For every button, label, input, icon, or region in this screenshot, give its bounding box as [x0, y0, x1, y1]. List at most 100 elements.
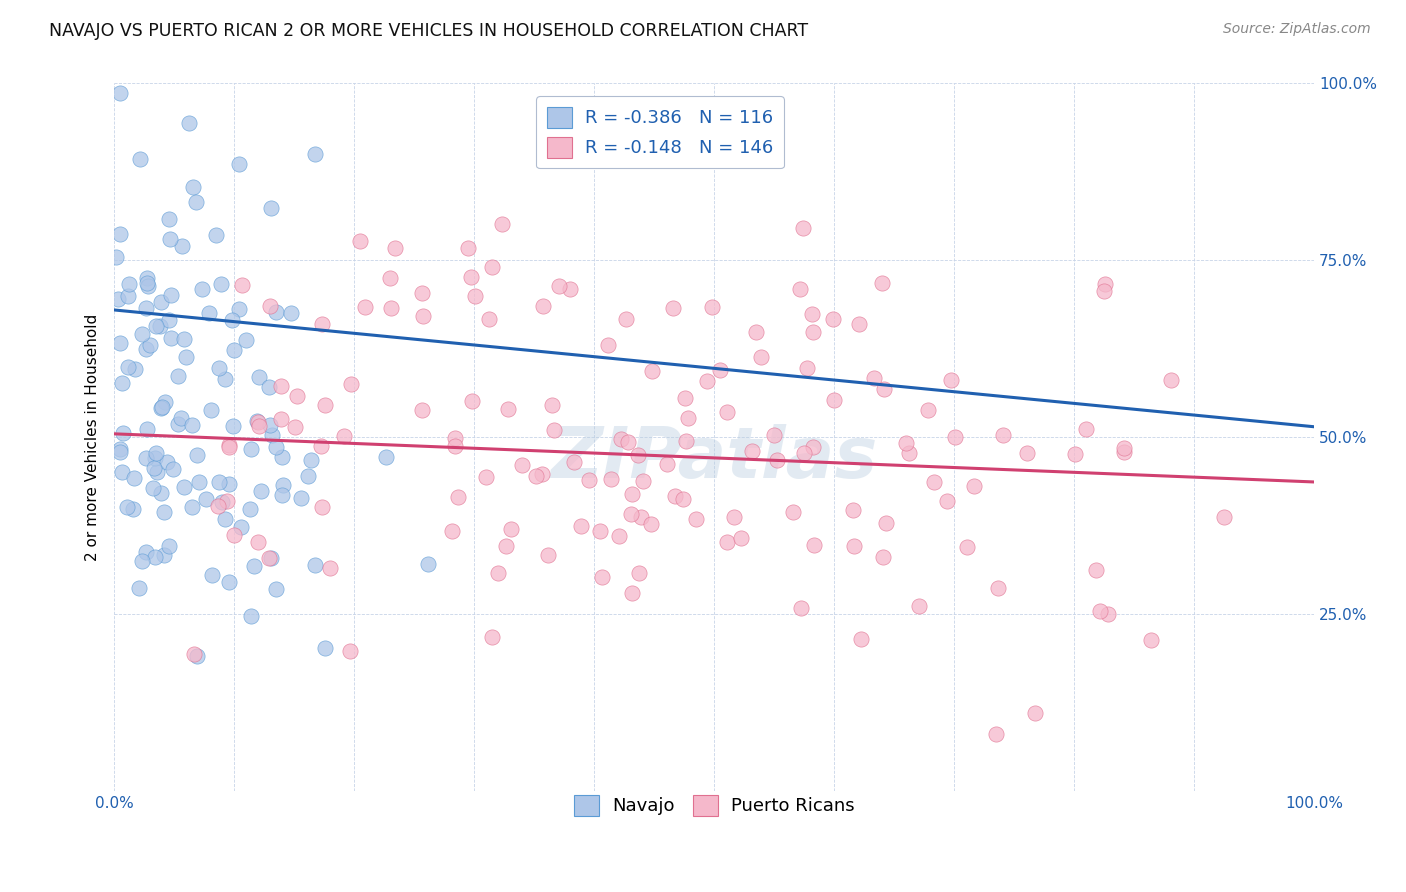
- Point: [304, 147, 326, 161]
- Point: [246, 414, 269, 428]
- Point: [935, 494, 957, 508]
- Point: [1112, 441, 1135, 455]
- Point: [153, 549, 176, 563]
- Point: [211, 495, 233, 509]
- Point: [121, 502, 143, 516]
- Point: [181, 500, 204, 514]
- Point: [143, 451, 166, 466]
- Point: [108, 335, 131, 350]
- Point: [131, 326, 153, 341]
- Point: [496, 401, 519, 416]
- Point: [173, 480, 195, 494]
- Point: [848, 318, 870, 332]
- Point: [122, 471, 145, 485]
- Point: [631, 475, 654, 489]
- Point: [153, 505, 176, 519]
- Point: [339, 644, 361, 658]
- Point: [716, 405, 738, 419]
- Point: [218, 437, 240, 451]
- Point: [730, 531, 752, 545]
- Point: [280, 306, 302, 320]
- Point: [135, 342, 157, 356]
- Point: [259, 418, 281, 433]
- Point: [447, 490, 470, 504]
- Point: [155, 395, 177, 409]
- Point: [259, 299, 281, 313]
- Text: Source: ZipAtlas.com: Source: ZipAtlas.com: [1223, 22, 1371, 37]
- Point: [741, 443, 763, 458]
- Point: [1212, 510, 1234, 524]
- Point: [898, 446, 921, 460]
- Point: [159, 232, 181, 246]
- Point: [117, 360, 139, 375]
- Point: [172, 239, 194, 253]
- Point: [412, 309, 434, 323]
- Point: [146, 466, 169, 480]
- Point: [762, 428, 785, 442]
- Point: [475, 470, 498, 484]
- Point: [955, 540, 977, 554]
- Point: [259, 202, 281, 216]
- Point: [782, 506, 804, 520]
- Point: [1085, 563, 1108, 577]
- Point: [207, 499, 229, 513]
- Point: [311, 317, 333, 331]
- Point: [143, 461, 166, 475]
- Point: [664, 489, 686, 503]
- Point: [1090, 604, 1112, 618]
- Point: [186, 195, 208, 210]
- Point: [181, 179, 204, 194]
- Point: [231, 520, 253, 534]
- Point: [135, 301, 157, 315]
- Point: [247, 370, 270, 384]
- Point: [221, 419, 243, 434]
- Point: [621, 586, 644, 600]
- Point: [240, 442, 263, 457]
- Point: [1160, 373, 1182, 387]
- Point: [173, 332, 195, 346]
- Point: [443, 431, 465, 445]
- Point: [111, 425, 134, 440]
- Point: [243, 559, 266, 574]
- Point: [247, 418, 270, 433]
- Point: [138, 279, 160, 293]
- Point: [167, 417, 190, 431]
- Point: [271, 450, 294, 464]
- Point: [803, 538, 825, 552]
- Point: [716, 535, 738, 549]
- Point: [115, 500, 138, 514]
- Point: [259, 380, 281, 394]
- Point: [186, 448, 208, 462]
- Point: [1015, 445, 1038, 459]
- Point: [160, 331, 183, 345]
- Point: [749, 351, 772, 365]
- Point: [108, 227, 131, 241]
- Point: [157, 312, 180, 326]
- Point: [135, 545, 157, 559]
- Point: [941, 373, 963, 387]
- Point: [110, 465, 132, 479]
- Point: [596, 338, 619, 352]
- Point: [136, 276, 159, 290]
- Point: [657, 457, 679, 471]
- Point: [987, 581, 1010, 595]
- Point: [239, 502, 262, 516]
- Point: [271, 477, 294, 491]
- Point: [607, 529, 630, 543]
- Point: [142, 481, 165, 495]
- Y-axis label: 2 or more Vehicles in Household: 2 or more Vehicles in Household: [86, 314, 100, 561]
- Point: [247, 415, 270, 429]
- Point: [150, 486, 173, 500]
- Point: [792, 221, 814, 235]
- Point: [150, 401, 173, 415]
- Point: [541, 398, 564, 412]
- Point: [481, 260, 503, 274]
- Point: [266, 441, 288, 455]
- Point: [145, 318, 167, 333]
- Point: [411, 285, 433, 300]
- Point: [640, 517, 662, 532]
- Point: [235, 333, 257, 347]
- Point: [205, 228, 228, 243]
- Point: [105, 250, 128, 264]
- Point: [461, 393, 484, 408]
